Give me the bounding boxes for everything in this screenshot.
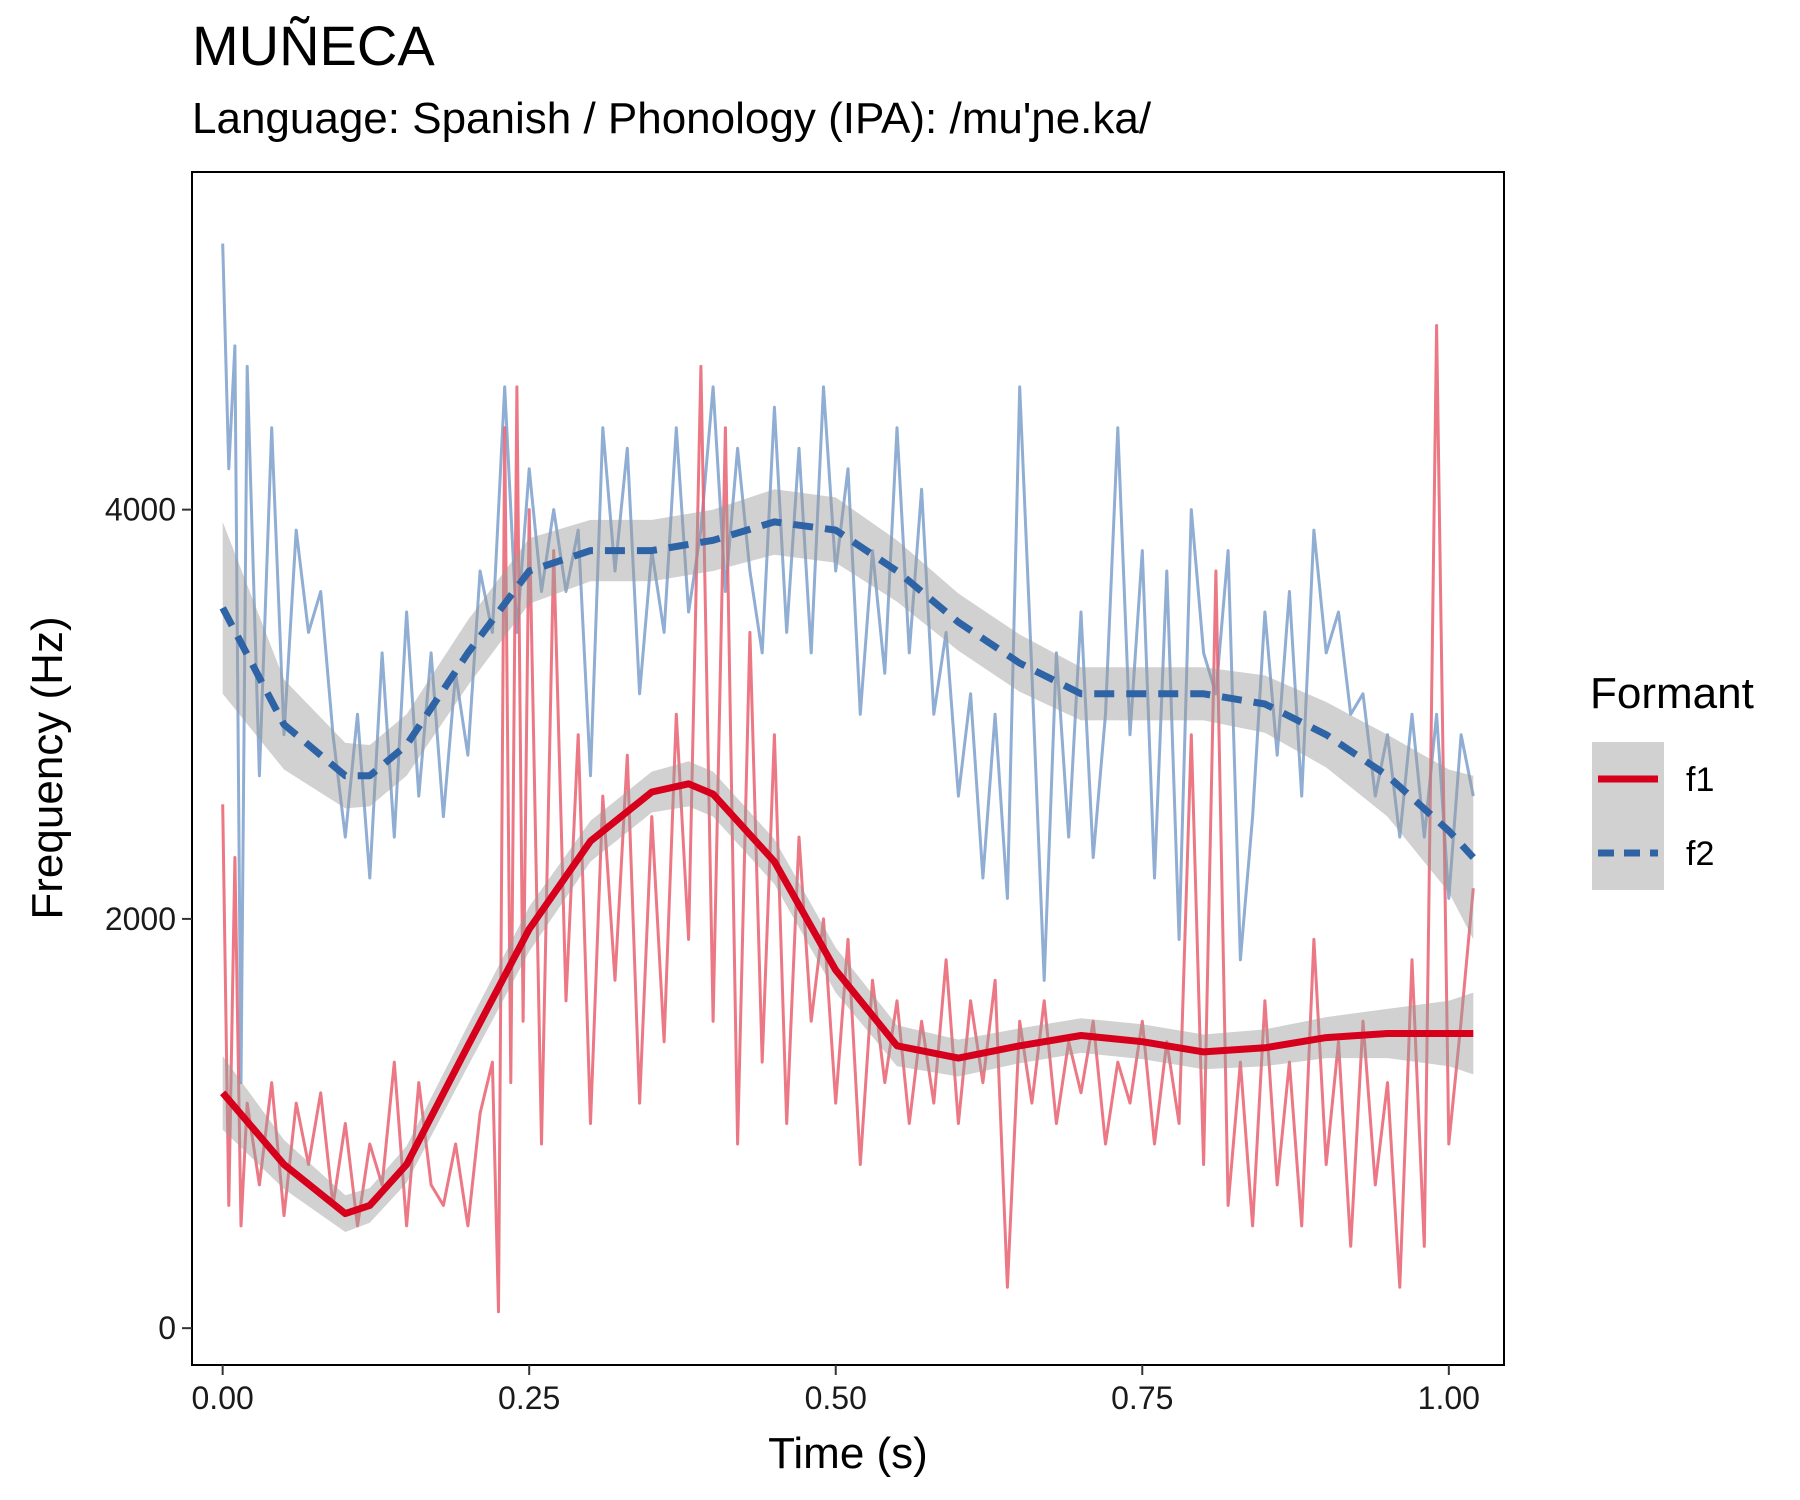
f1-confidence-band <box>222 761 1474 1232</box>
f2-smooth-line <box>219 518 1476 860</box>
chart-subtitle: Language: Spanish / Phonology (IPA): /mu… <box>192 94 1152 143</box>
x-tick-label: 0.00 <box>192 1380 254 1416</box>
x-tick-label: 0.50 <box>805 1380 867 1416</box>
x-tick-label: 0.25 <box>498 1380 560 1416</box>
f1-smooth-line <box>220 780 1474 1218</box>
legend-label-f1: f1 <box>1686 761 1714 799</box>
y-axis-title: Frequency (Hz) <box>23 616 72 919</box>
f1-raw-line <box>221 324 1475 1314</box>
x-tick-label: 1.00 <box>1418 1380 1480 1416</box>
plot-panel-border <box>191 171 1505 1366</box>
chart-title: MUÑECA <box>192 14 435 77</box>
y-tick-label: 0 <box>158 1310 176 1346</box>
y-tick-label: 2000 <box>105 901 176 937</box>
x-axis-title: Time (s) <box>768 1429 928 1478</box>
f2-confidence-band <box>222 489 1474 940</box>
legend-label-f2: f2 <box>1686 835 1714 873</box>
f2-raw-line <box>221 243 1475 1085</box>
legend-title: Formant <box>1590 669 1754 718</box>
y-tick-label: 4000 <box>105 492 176 528</box>
x-tick-label: 0.75 <box>1111 1380 1173 1416</box>
legend: Formant f1 f2 <box>1590 669 1754 890</box>
